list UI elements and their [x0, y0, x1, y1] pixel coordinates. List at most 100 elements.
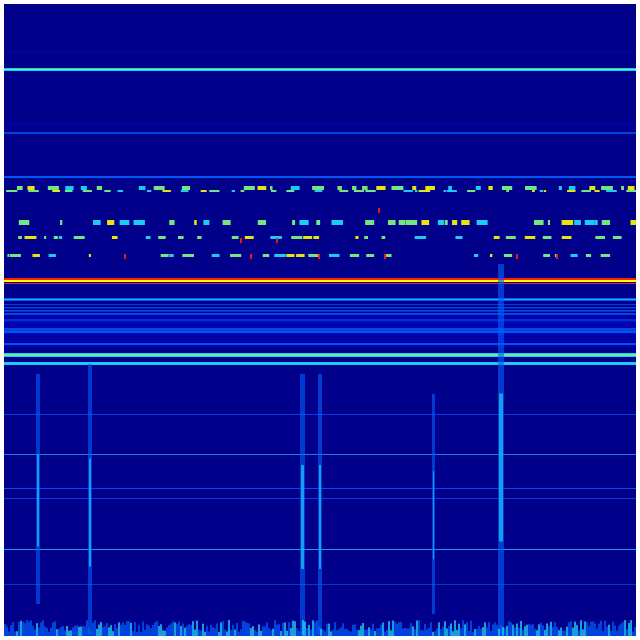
noise-column [254, 630, 256, 636]
noise-column [430, 622, 432, 636]
noise-column [594, 623, 596, 636]
noise-column [318, 626, 320, 636]
noise-column [6, 626, 8, 636]
noise-column [182, 623, 184, 636]
dashed-band-segment [308, 254, 320, 257]
dashed-band-segment [543, 254, 550, 257]
noise-column [584, 621, 586, 636]
dashed-band-segment [554, 254, 558, 257]
noise-column [518, 627, 520, 636]
noise-column [264, 626, 266, 636]
dashed-band-segment [291, 236, 303, 239]
dashed-band-segment [286, 254, 295, 257]
dashed-band-segment [197, 236, 202, 239]
noise-column [334, 622, 336, 636]
noise-column [162, 630, 164, 636]
noise-column [222, 620, 224, 636]
noise-column [240, 629, 242, 636]
horizontal-band [4, 299, 636, 300]
dashed-band-segment [585, 254, 592, 257]
dashed-band-segment [364, 236, 369, 239]
dashed-band-segment [162, 190, 171, 192]
noise-column [276, 624, 278, 636]
dashed-band-segment [53, 236, 58, 239]
noise-column [514, 627, 516, 636]
noise-column [4, 624, 6, 636]
noise-column [320, 628, 322, 636]
noise-column [632, 631, 634, 636]
dashed-band-segment [44, 236, 47, 239]
noise-column [456, 629, 458, 636]
dashed-band-segment [627, 186, 635, 190]
noise-column [448, 626, 450, 636]
noise-column [76, 625, 78, 636]
noise-column [110, 625, 112, 636]
dashed-band-segment [328, 254, 340, 257]
hot-spot [124, 254, 126, 259]
horizontal-band [4, 316, 636, 319]
noise-column [60, 626, 62, 636]
dashed-band-segment [568, 186, 576, 190]
noise-column [262, 626, 264, 636]
dashed-band-segment [203, 220, 210, 225]
dashed-band-segment [547, 220, 551, 225]
noise-column [338, 629, 340, 636]
dashed-band-segment [385, 254, 392, 257]
horizontal-band [4, 346, 636, 348]
noise-column [388, 621, 390, 636]
dashed-band-segment [145, 236, 151, 239]
noise-column [192, 621, 194, 636]
noise-column [242, 620, 244, 636]
noise-column [530, 624, 532, 636]
dashed-band-segment [626, 190, 636, 192]
hot-spot [250, 254, 252, 259]
noise-column [100, 622, 102, 636]
noise-column [392, 620, 394, 636]
dashed-band-segment [594, 220, 598, 225]
dashed-band-segment [180, 190, 189, 192]
noise-column [404, 627, 406, 636]
noise-column [120, 624, 122, 636]
noise-column [66, 626, 68, 636]
dashed-band-segment [567, 190, 576, 192]
noise-column [342, 623, 344, 636]
noise-column [488, 622, 490, 636]
noise-column [62, 625, 64, 636]
noise-column [380, 624, 382, 636]
dashed-band-segment [169, 220, 175, 225]
dashed-band-segment [443, 190, 447, 192]
dashed-band-segment [594, 190, 600, 192]
noise-column [250, 627, 252, 636]
noise-column [474, 629, 476, 636]
noise-column [384, 631, 386, 636]
noise-column [18, 621, 20, 636]
dashed-band-segment [352, 186, 357, 190]
noise-column [412, 626, 414, 636]
noise-column [14, 631, 16, 636]
noise-column [548, 626, 550, 636]
noise-column [116, 628, 118, 636]
noise-column [492, 624, 494, 636]
noise-column [204, 631, 206, 636]
dashed-band-segment [138, 186, 146, 190]
noise-column [484, 622, 486, 636]
noise-column [190, 624, 192, 636]
noise-column [196, 620, 198, 636]
noise-column [498, 628, 500, 636]
noise-column [248, 623, 250, 636]
noise-column [272, 628, 274, 636]
noise-column [134, 621, 136, 636]
horizontal-band [4, 280, 636, 282]
noise-column [58, 628, 60, 636]
noise-column [92, 622, 94, 636]
noise-column [526, 624, 528, 636]
dashed-band-segment [501, 186, 513, 190]
dashed-band-segment [533, 220, 544, 225]
noise-column [270, 629, 272, 636]
dashed-band-segment [153, 186, 165, 190]
noise-column [194, 629, 196, 636]
noise-column [340, 627, 342, 636]
noise-column [560, 627, 562, 636]
noise-column [458, 623, 460, 636]
dashed-band-segment [257, 186, 267, 190]
